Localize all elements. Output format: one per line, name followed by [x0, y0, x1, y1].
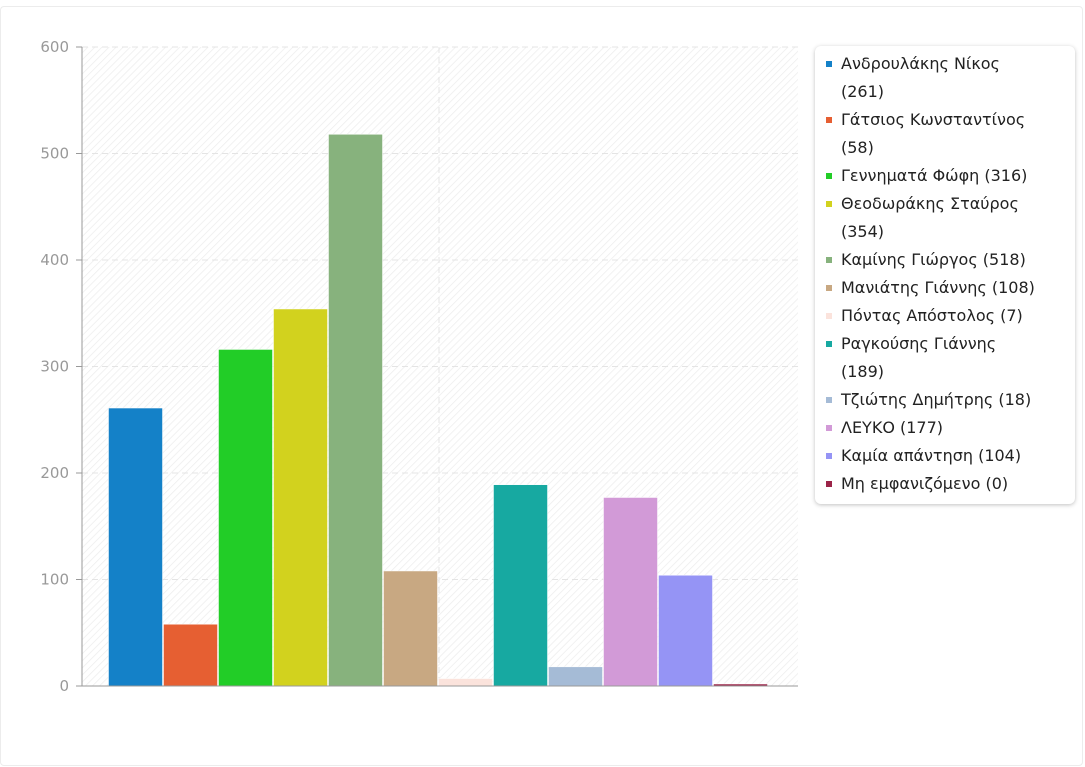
legend-swatch [826, 453, 832, 459]
y-tick-label: 0 [59, 677, 69, 695]
legend-label: Γεννηματά Φώφη (316) [841, 166, 1028, 185]
y-tick-label: 500 [40, 145, 69, 163]
legend-swatch [826, 173, 832, 179]
legend-label: Ανδρουλάκης Νίκος (261) [841, 54, 1000, 101]
legend-swatch [826, 257, 832, 263]
legend-item[interactable]: Τζιώτης Δημήτρης (18) [821, 386, 1069, 414]
legend: Ανδρουλάκης Νίκος (261) Γάτσιος Κωνσταντί… [815, 46, 1075, 504]
legend-label: Μη εμφανιζόμενο (0) [841, 474, 1009, 493]
legend-label: ΛΕΥΚΟ (177) [841, 418, 944, 437]
bar[interactable] [493, 484, 548, 687]
legend-item[interactable]: ΛΕΥΚΟ (177) [821, 414, 1069, 442]
legend-item[interactable]: Καμία απάντηση (104) [821, 442, 1069, 470]
legend-swatch [826, 313, 832, 319]
bar[interactable] [658, 574, 713, 687]
y-tick-label: 400 [40, 251, 69, 269]
legend-swatch [826, 341, 832, 347]
legend-label: Τζιώτης Δημήτρης (18) [841, 390, 1032, 409]
bar[interactable] [218, 349, 273, 687]
y-tick-label: 600 [40, 38, 69, 56]
legend-label: Ραγκούσης Γιάννης (189) [841, 334, 997, 381]
legend-swatch [826, 481, 832, 487]
bar[interactable] [438, 678, 493, 687]
legend-item[interactable]: Ανδρουλάκης Νίκος (261) [821, 50, 1069, 106]
bar[interactable] [548, 666, 603, 687]
legend-swatch [826, 201, 832, 207]
legend-swatch [826, 397, 832, 403]
legend-item[interactable]: Καμίνης Γιώργος (518) [821, 246, 1069, 274]
legend-swatch [826, 285, 832, 291]
legend-item[interactable]: Γάτσιος Κωνσταντίνος (58) [821, 106, 1069, 162]
bar[interactable] [163, 623, 218, 687]
y-tick-label: 100 [40, 571, 69, 589]
y-tick-label: 200 [40, 464, 69, 482]
legend-item[interactable]: Μη εμφανιζόμενο (0) [821, 470, 1069, 498]
legend-label: Καμία απάντηση (104) [841, 446, 1022, 465]
bar[interactable] [273, 308, 328, 687]
bar[interactable] [603, 497, 658, 687]
legend-swatch [826, 61, 832, 67]
legend-label: Γάτσιος Κωνσταντίνος (58) [841, 110, 1026, 157]
y-tick-label: 300 [40, 358, 69, 376]
legend-label: Θεοδωράκης Σταύρος (354) [841, 194, 1019, 241]
legend-label: Μανιάτης Γιάννης (108) [841, 278, 1035, 297]
legend-item[interactable]: Πόντας Απόστολος (7) [821, 302, 1069, 330]
legend-item[interactable]: Μανιάτης Γιάννης (108) [821, 274, 1069, 302]
legend-swatch [826, 425, 832, 431]
bar[interactable] [328, 134, 383, 687]
legend-item[interactable]: Ραγκούσης Γιάννης (189) [821, 330, 1069, 386]
legend-label: Πόντας Απόστολος (7) [841, 306, 1023, 325]
bar[interactable] [108, 407, 163, 687]
legend-swatch [826, 117, 832, 123]
legend-label: Καμίνης Γιώργος (518) [841, 250, 1026, 269]
legend-item[interactable]: Θεοδωράκης Σταύρος (354) [821, 190, 1069, 246]
legend-item[interactable]: Γεννηματά Φώφη (316) [821, 162, 1069, 190]
bar[interactable] [383, 570, 438, 687]
